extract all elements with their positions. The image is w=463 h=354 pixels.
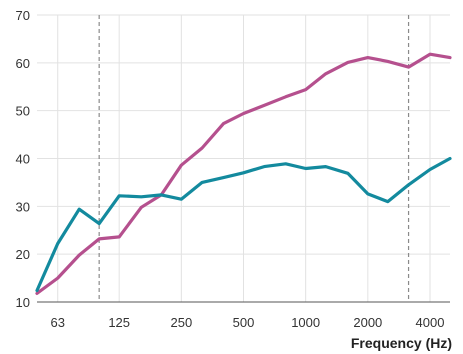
- y-tick-label: 10: [16, 295, 30, 310]
- series-line-2: [35, 156, 452, 293]
- reference-lines: [98, 15, 410, 302]
- series-line-1: [35, 52, 452, 295]
- x-tick-label: 2000: [353, 315, 382, 330]
- y-tick-label: 40: [16, 152, 30, 167]
- y-tick-label: 50: [16, 104, 30, 119]
- tick-labels: 10 20 30 40 50 60 70 63 125 250 500 1000 2000 4000: [16, 8, 445, 330]
- x-tick-label: 63: [50, 315, 64, 330]
- y-tick-label: 20: [16, 247, 30, 262]
- series-lines: [35, 52, 452, 295]
- y-tick-label: 30: [16, 199, 30, 214]
- y-tick-label: 60: [16, 56, 30, 71]
- x-tick-label: 500: [233, 315, 255, 330]
- x-tick-label: 1000: [291, 315, 320, 330]
- y-tick-label: 70: [16, 8, 30, 23]
- gridlines: [37, 14, 450, 302]
- x-tick-label: 4000: [416, 315, 445, 330]
- x-tick-label: 250: [170, 315, 192, 330]
- x-axis-title: Frequency (Hz): [351, 335, 452, 351]
- x-tick-label: 125: [108, 315, 130, 330]
